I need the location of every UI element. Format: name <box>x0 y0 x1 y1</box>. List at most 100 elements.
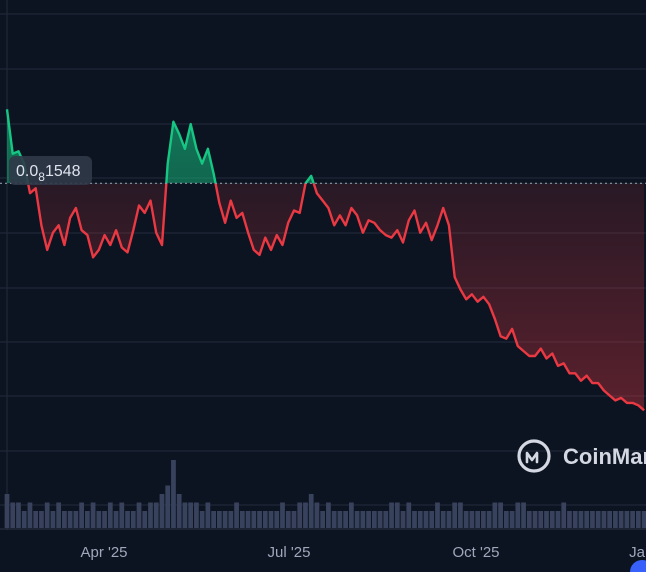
volume-bar <box>262 511 268 528</box>
volume-bar <box>377 511 383 528</box>
volume-bar <box>326 502 331 528</box>
grid-lines <box>0 0 646 530</box>
volume-bar <box>285 511 291 528</box>
volume-bar <box>39 511 44 528</box>
volume-bar <box>417 511 423 528</box>
x-tick-label: Oct '25 <box>452 544 499 561</box>
volume-bar <box>486 511 492 528</box>
volume-bar <box>16 502 21 528</box>
volume-bar <box>119 502 125 528</box>
x-tick-label: Jul '25 <box>268 544 311 561</box>
volume-bar <box>383 511 389 528</box>
volume-bar <box>538 511 544 528</box>
volume-bar <box>33 511 39 528</box>
volume-bar <box>56 502 62 528</box>
volume-bar <box>349 502 354 528</box>
volume-bar <box>320 511 326 528</box>
reference-price-main: 0.0 <box>16 163 38 180</box>
volume-bar <box>354 511 360 528</box>
volume-bar <box>314 502 320 528</box>
volume-bar <box>194 502 199 528</box>
volume-bar <box>73 511 79 528</box>
volume-bar <box>475 511 481 528</box>
volume-bar <box>228 511 234 528</box>
volume-bar <box>572 511 578 528</box>
volume-bar <box>423 511 429 528</box>
x-tick-label: Apr '25 <box>80 544 127 561</box>
volume-bar <box>79 502 84 528</box>
volume-bar <box>498 502 503 528</box>
volume-bar <box>84 511 90 528</box>
volume-bar <box>159 494 165 528</box>
volume-bar <box>130 511 136 528</box>
x-tick-label: Ja <box>629 544 646 561</box>
volume-bar <box>211 511 216 528</box>
volume-bar <box>102 511 107 528</box>
volume-bar <box>234 502 239 528</box>
volume-bar <box>239 511 245 528</box>
volume-bar <box>274 511 280 528</box>
volume-bar <box>360 511 366 528</box>
volume-bar <box>27 502 33 528</box>
volume-bar <box>62 511 67 528</box>
volume-bar <box>469 511 475 528</box>
volume-bar <box>544 511 549 528</box>
volume-bar <box>607 511 613 528</box>
coinmarketcap-logo-icon <box>517 439 551 473</box>
volume-bar <box>590 511 595 528</box>
volume-bar <box>412 511 417 528</box>
volume-bar <box>10 502 16 528</box>
volume-bar <box>268 511 274 528</box>
watermark: CoinMar <box>517 439 646 473</box>
volume-bar <box>624 511 630 528</box>
volume-bar <box>394 502 400 528</box>
volume-bar <box>165 485 171 528</box>
reference-price-digits: 1548 <box>45 163 81 180</box>
volume-bar <box>291 511 297 528</box>
volume-bar <box>297 502 303 528</box>
volume-bar <box>452 502 458 528</box>
x-axis: Apr '25 Jul '25 Oct '25 Ja <box>80 544 645 561</box>
volume-bar <box>584 511 590 528</box>
volume-bar <box>613 511 618 528</box>
reference-price-text: 0.081548 <box>16 163 81 184</box>
price-line-down <box>26 183 645 412</box>
volume-bar <box>481 511 486 528</box>
volume-bar <box>176 494 182 528</box>
volume-bar <box>521 502 526 528</box>
volume-bar <box>337 511 343 528</box>
volume-bar <box>113 511 119 528</box>
corner-action-icon[interactable] <box>630 560 646 572</box>
reference-price-zero-count: 8 <box>38 170 45 184</box>
volume-bar <box>389 502 394 528</box>
volume-bar <box>96 511 102 528</box>
volume-bar <box>280 502 285 528</box>
volume-bar <box>188 502 194 528</box>
volume-bar <box>503 511 509 528</box>
volume-bar <box>532 511 538 528</box>
volume-bar <box>257 511 262 528</box>
volume-bar <box>492 502 498 528</box>
volume-bar <box>578 511 584 528</box>
volume-bar <box>567 511 572 528</box>
volume-bar <box>251 511 257 528</box>
volume-bar <box>216 511 222 528</box>
volume-bar <box>366 511 371 528</box>
watermark-text: CoinMar <box>563 444 646 469</box>
volume-bar <box>463 511 469 528</box>
volume-bar <box>509 511 515 528</box>
volume-bar <box>515 502 521 528</box>
volume-bar <box>555 511 561 528</box>
volume-bar <box>458 502 463 528</box>
volume-bar <box>107 502 113 528</box>
volume-bar <box>153 502 159 528</box>
volume-bar <box>303 502 308 528</box>
volume-bar <box>21 511 27 528</box>
volume-bar <box>136 502 142 528</box>
volume-bar <box>601 511 607 528</box>
volume-bar <box>205 502 211 528</box>
volume-bar <box>446 511 452 528</box>
volume-bar <box>561 502 567 528</box>
